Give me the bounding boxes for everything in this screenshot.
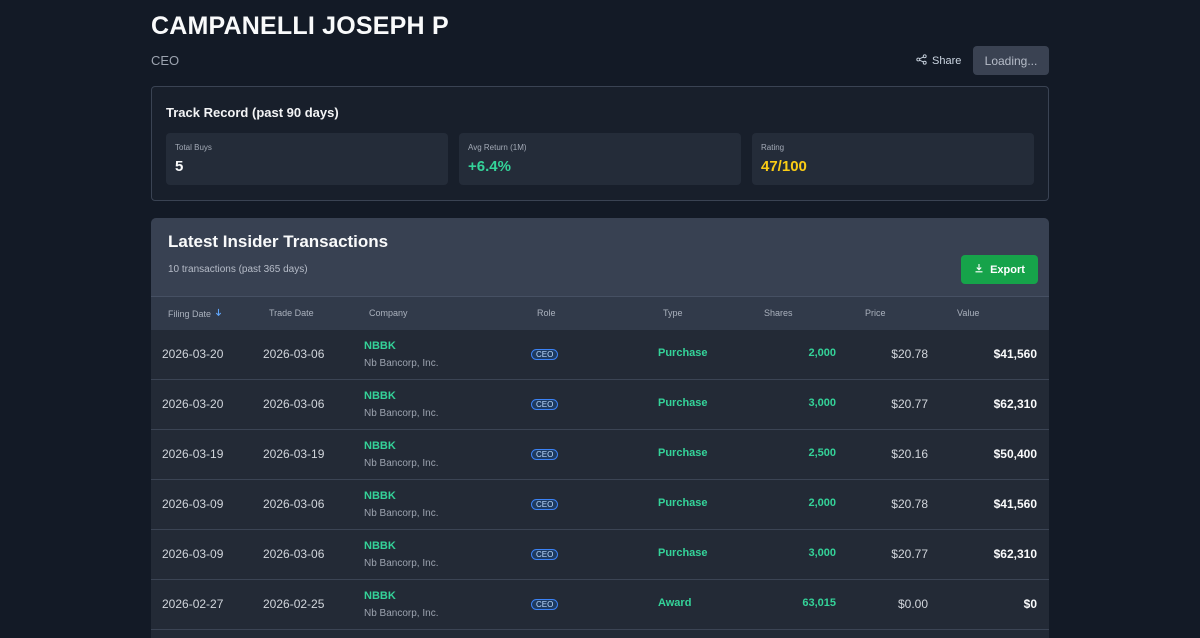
stat-value: +6.4% [468,158,511,175]
shares: 2,000 [808,347,836,359]
company-name: Nb Bancorp, Inc. [364,608,439,619]
stat-label: Total Buys [175,143,212,152]
transaction-type: Purchase [658,347,708,359]
table-row[interactable]: 2026-02-27 2026-02-25 NBBK Nb Bancorp, I… [151,580,1049,630]
shares: 2,500 [808,447,836,459]
trade-date: 2026-03-06 [263,547,325,561]
company-name: Nb Bancorp, Inc. [364,558,439,569]
loading-button[interactable]: Loading... [973,46,1049,75]
export-button[interactable]: Export [961,255,1038,284]
ticker-link[interactable]: NBBK [364,440,396,452]
shares: 2,000 [808,497,836,509]
column-price[interactable]: Price [865,308,886,318]
role-badge: CEO [531,449,559,460]
arrow-down-icon [214,308,223,319]
trade-date: 2026-03-06 [263,397,325,411]
ticker-link[interactable]: NBBK [364,390,396,402]
shares: 63,015 [802,597,836,609]
filing-date: 2026-03-09 [162,547,224,561]
transaction-type: Purchase [658,497,708,509]
table-row[interactable]: 2026-03-09 2026-03-06 NBBK Nb Bancorp, I… [151,480,1049,530]
transactions-title: Latest Insider Transactions [168,232,389,251]
stat-total-buys: Total Buys 5 [166,133,448,185]
role-badge: CEO [531,599,559,610]
transactions-count: 10 transactions (past 365 days) [168,264,308,275]
transaction-type: Purchase [658,447,708,459]
transaction-type: Purchase [658,397,708,409]
value: $0 [1023,597,1037,611]
insider-title: CEO [151,53,180,68]
shares: 3,000 [808,547,836,559]
price: $0.00 [897,597,928,611]
value: $62,310 [993,547,1037,561]
column-shares[interactable]: Shares [764,308,793,318]
table-row[interactable]: 2026-03-20 2026-03-06 NBBK Nb Bancorp, I… [151,330,1049,380]
ticker-link[interactable]: NBBK [364,340,396,352]
stat-label: Avg Return (1M) [468,143,527,152]
price: $20.78 [891,497,928,511]
transactions-header: Latest Insider Transactions 10 transacti… [151,218,1049,296]
price: $20.16 [891,447,928,461]
shares: 3,000 [808,397,836,409]
table-row[interactable]: 2026-03-19 2026-03-19 NBBK Nb Bancorp, I… [151,430,1049,480]
role-badge: CEO [531,499,559,510]
stat-value: 5 [175,158,184,175]
value: $62,310 [993,397,1037,411]
share-button[interactable]: Share [916,53,961,69]
value: $41,560 [993,347,1037,361]
role-badge: CEO [531,349,559,360]
filing-date: 2026-03-19 [162,447,224,461]
value: $50,400 [993,447,1037,461]
stat-value: 47/100 [761,158,807,175]
ticker-link[interactable]: NBBK [364,590,396,602]
trade-date: 2026-03-06 [263,497,325,511]
filing-date: 2026-03-20 [162,397,224,411]
trade-date: 2026-03-06 [263,347,325,361]
share-label: Share [932,55,962,67]
filing-date: 2026-03-09 [162,497,224,511]
table-row[interactable]: 2026-03-09 2026-03-06 NBBK Nb Bancorp, I… [151,530,1049,580]
role-badge: CEO [531,549,559,560]
company-name: Nb Bancorp, Inc. [364,408,439,419]
stat-rating: Rating 47/100 [752,133,1034,185]
company-name: Nb Bancorp, Inc. [364,458,439,469]
column-type[interactable]: Type [663,308,683,318]
price: $20.77 [891,397,928,411]
stat-label: Rating [761,143,785,152]
column-filing-date[interactable]: Filing Date [168,308,223,319]
column-value[interactable]: Value [957,308,980,318]
role-badge: CEO [531,399,559,410]
filing-date: 2026-02-27 [162,597,224,611]
column-company[interactable]: Company [369,308,408,318]
column-label: Filing Date [168,308,212,319]
transactions-card: Latest Insider Transactions 10 transacti… [151,218,1049,638]
company-name: Nb Bancorp, Inc. [364,508,439,519]
transaction-type: Award [658,597,692,609]
ticker-link[interactable]: NBBK [364,490,396,502]
stat-avg-return: Avg Return (1M) +6.4% [459,133,741,185]
track-record-card: Track Record (past 90 days) Total Buys 5… [151,86,1049,201]
company-name: Nb Bancorp, Inc. [364,358,439,369]
export-label: Export [990,263,1025,276]
ticker-link[interactable]: NBBK [364,540,396,552]
download-icon [974,263,984,276]
filing-date: 2026-03-20 [162,347,224,361]
column-trade-date[interactable]: Trade Date [269,308,314,318]
track-record-title: Track Record (past 90 days) [166,105,339,120]
price: $20.78 [891,347,928,361]
price: $20.77 [891,547,928,561]
value: $41,560 [993,497,1037,511]
transaction-type: Purchase [658,547,708,559]
table-row[interactable]: 2026-03-20 2026-03-06 NBBK Nb Bancorp, I… [151,380,1049,430]
share-icon [916,54,927,68]
transactions-table-body: 2026-03-20 2026-03-06 NBBK Nb Bancorp, I… [151,330,1049,630]
trade-date: 2026-02-25 [263,597,325,611]
insider-name: CAMPANELLI JOSEPH P [151,12,449,40]
column-role[interactable]: Role [537,308,556,318]
table-header: Filing Date Trade Date Company Role Type… [151,296,1049,331]
trade-date: 2026-03-19 [263,447,325,461]
